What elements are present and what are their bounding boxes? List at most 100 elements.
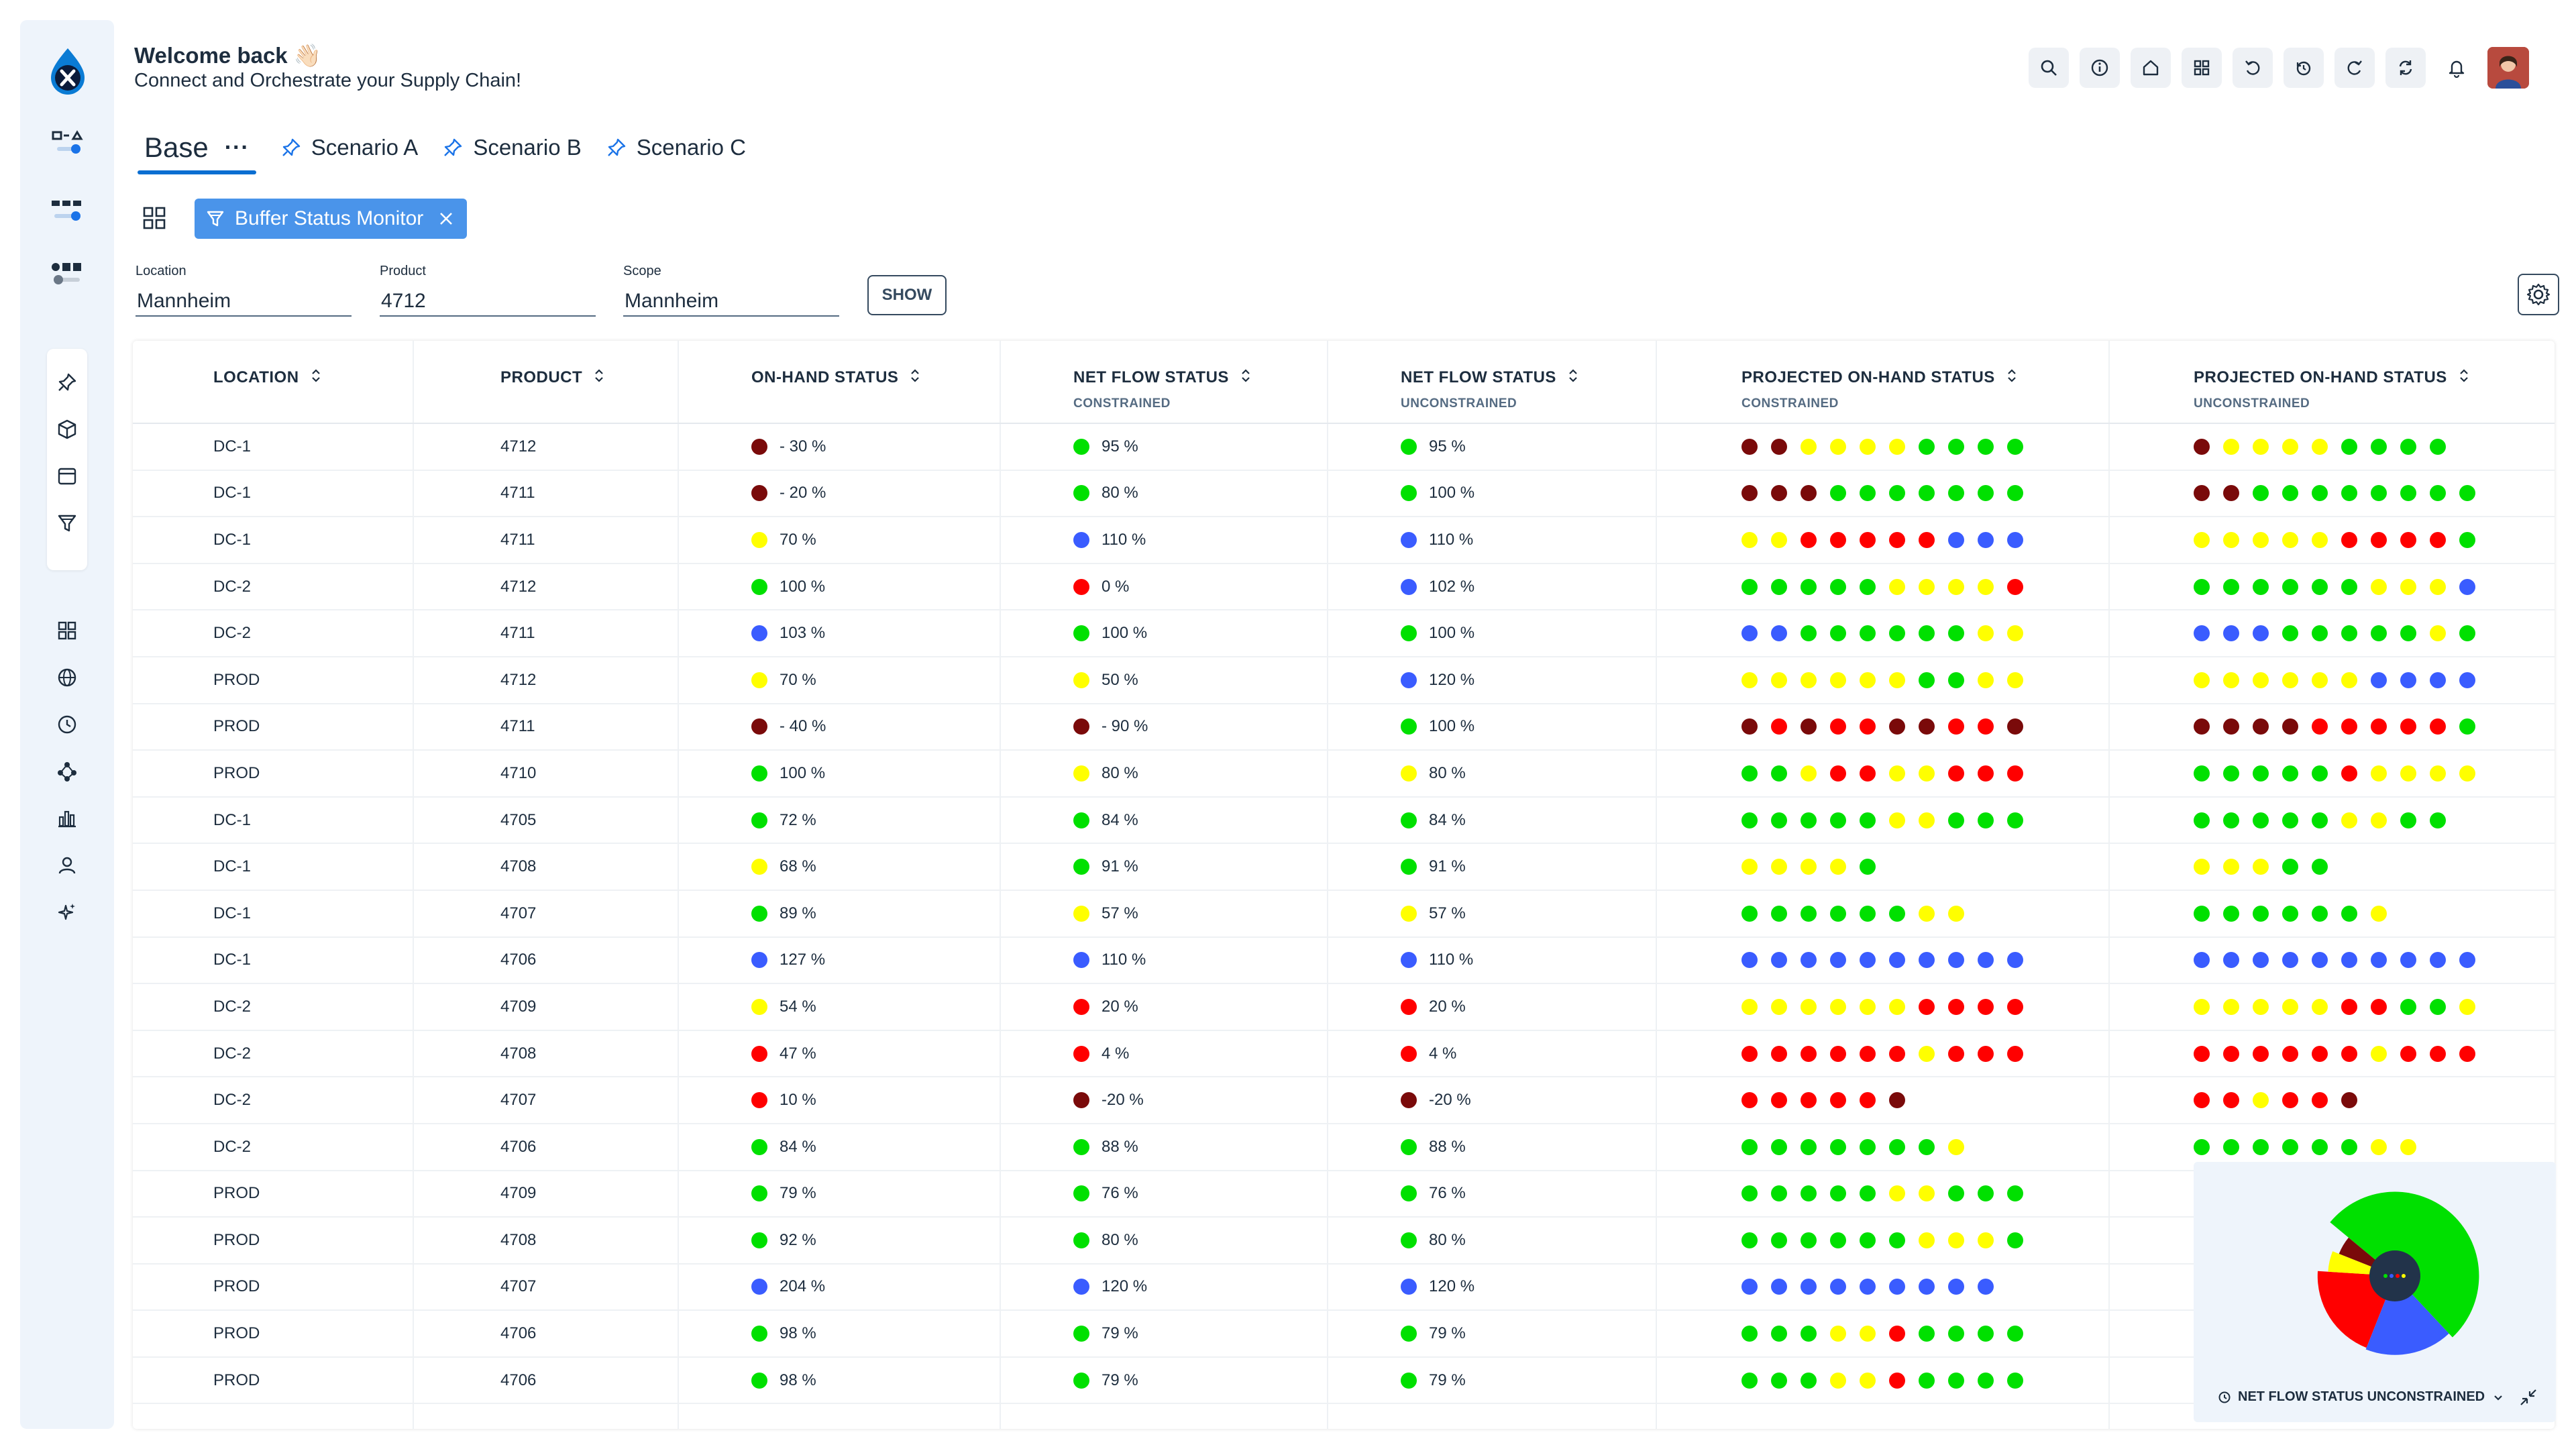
table-row[interactable]: DC-2 4712 100 % 0 % 102 % — [133, 564, 2555, 611]
tab-base[interactable]: Base ··· — [138, 121, 256, 174]
status-percent: 72 % — [780, 810, 816, 829]
table-row[interactable]: PROD 4707 204 % 120 % 120 % — [133, 1265, 2555, 1311]
history-icon[interactable] — [2284, 48, 2324, 88]
table-row[interactable]: PROD 4709 79 % 76 % 76 % — [133, 1171, 2555, 1218]
chevron-down-icon[interactable] — [2491, 1391, 2505, 1404]
projected-constrained-cell — [1741, 751, 2037, 796]
projected-constrained-cell — [1741, 471, 2037, 517]
tab-base-menu-icon[interactable]: ··· — [224, 134, 250, 160]
network-icon[interactable] — [47, 751, 87, 792]
table-row[interactable]: DC-1 4706 127 % 110 % 110 % — [133, 938, 2555, 985]
sort-icon[interactable] — [593, 368, 605, 388]
projection-dot — [1948, 812, 1964, 828]
buffer-status-chip[interactable]: Buffer Status Monitor — [195, 199, 467, 239]
bar-chart-icon[interactable] — [47, 798, 87, 839]
column-header-projected-unconstrained[interactable]: PROJECTED ON-HAND STATUS UNCONSTRAINED — [2194, 368, 2470, 411]
column-header-location[interactable]: LOCATION — [213, 368, 322, 388]
table-row[interactable]: DC-1 4712 - 30 % 95 % 95 % — [133, 424, 2555, 471]
table-row[interactable]: DC-2 4706 84 % 88 % 88 % — [133, 1124, 2555, 1171]
scope-input[interactable]: Mannheim — [623, 288, 839, 317]
sort-icon[interactable] — [909, 368, 921, 388]
table-row[interactable]: DC-2 4707 10 % -20 % -20 % — [133, 1077, 2555, 1124]
sort-icon[interactable] — [310, 368, 322, 388]
projection-dot — [1801, 1326, 1817, 1342]
projection-dot — [2341, 1045, 2357, 1062]
globe-icon[interactable] — [47, 657, 87, 698]
projection-dot — [2282, 718, 2298, 735]
netflow-constrained-cell: 80 % — [1073, 751, 1138, 796]
netflow-unconstrained-cell: 120 % — [1401, 657, 1474, 703]
pin-icon[interactable] — [47, 362, 87, 402]
table-row[interactable]: PROD 4712 70 % 50 % 120 % — [133, 657, 2555, 704]
window-icon[interactable] — [47, 456, 87, 496]
table-row[interactable]: DC-1 4711 70 % 110 % 110 % — [133, 517, 2555, 564]
table-row[interactable]: PROD 4708 92 % 80 % 80 % — [133, 1218, 2555, 1265]
table-row[interactable]: PROD 4706 98 % 79 % 79 % — [133, 1358, 2555, 1405]
projection-dot — [1948, 625, 1964, 642]
sparkle-icon[interactable] — [47, 892, 87, 932]
table-row[interactable]: PROD 4711 - 40 % - 90 % 100 % — [133, 704, 2555, 751]
app-logo[interactable] — [48, 47, 87, 95]
funnel-icon[interactable] — [47, 503, 87, 543]
table-row[interactable]: DC-1 4705 72 % 84 % 84 % — [133, 798, 2555, 845]
donut-caption[interactable]: NET FLOW STATUS UNCONSTRAINED — [2218, 1389, 2505, 1405]
table-row[interactable]: PROD 4710 100 % 80 % 80 % — [133, 751, 2555, 798]
donut-segment[interactable] — [2365, 1276, 2449, 1355]
bell-icon[interactable] — [2436, 48, 2477, 88]
undo-icon[interactable] — [2233, 48, 2273, 88]
column-header-netflow-unconstrained[interactable]: NET FLOW STATUS UNCONSTRAINED — [1401, 368, 1579, 411]
location-field[interactable]: Location Mannheim — [136, 264, 352, 317]
location-input[interactable]: Mannheim — [136, 288, 352, 317]
table-row[interactable]: PROD 4706 98 % 79 % 79 % — [133, 1311, 2555, 1358]
column-header-netflow-constrained[interactable]: NET FLOW STATUS CONSTRAINED — [1073, 368, 1252, 411]
projection-dot — [2223, 625, 2239, 642]
column-header-onhand[interactable]: ON-HAND STATUS — [751, 368, 921, 388]
home-icon[interactable] — [2131, 48, 2171, 88]
sort-icon[interactable] — [2458, 368, 2470, 388]
table-row[interactable]: DC-1 4708 68 % 91 % 91 % — [133, 844, 2555, 891]
table-row[interactable]: DC-1 4711 - 20 % 80 % 100 % — [133, 471, 2555, 518]
tab-scenario-c[interactable]: Scenario C — [606, 135, 746, 160]
table-row[interactable]: DC-2 4711 103 % 100 % 100 % — [133, 610, 2555, 657]
sort-icon[interactable] — [1567, 368, 1579, 388]
column-header-product[interactable]: PRODUCT — [500, 368, 605, 388]
grid-view-icon[interactable] — [141, 205, 168, 231]
column-header-projected-constrained[interactable]: PROJECTED ON-HAND STATUS CONSTRAINED — [1741, 368, 2018, 411]
table-row[interactable]: DC-1 4707 89 % 57 % 57 % — [133, 891, 2555, 938]
user-avatar[interactable] — [2487, 47, 2529, 89]
show-button[interactable]: SHOW — [867, 275, 947, 315]
box-icon[interactable] — [47, 409, 87, 449]
dashboard-icon[interactable] — [47, 610, 87, 651]
toggle-bars-icon[interactable] — [47, 195, 87, 235]
toggle-shapes-icon[interactable] — [47, 127, 87, 168]
projection-dot — [1801, 905, 1817, 922]
settings-button[interactable] — [2518, 274, 2559, 315]
collapse-icon[interactable] — [2518, 1387, 2538, 1407]
projection-dot — [2223, 765, 2239, 782]
projected-unconstrained-cell — [2194, 704, 2489, 750]
toggle-dots-icon[interactable] — [47, 258, 87, 299]
net-flow-donut[interactable] — [2194, 1162, 2556, 1363]
clock-icon[interactable] — [47, 704, 87, 745]
table-row[interactable]: DC-2 4709 54 % 20 % 20 % — [133, 984, 2555, 1031]
search-icon[interactable] — [2029, 48, 2069, 88]
tab-scenario-a[interactable]: Scenario A — [280, 135, 418, 160]
close-icon[interactable] — [436, 209, 456, 229]
status-dot — [751, 1372, 767, 1389]
info-icon[interactable] — [2080, 48, 2120, 88]
table-row[interactable]: DC-2 4708 47 % 4 % 4 % — [133, 1031, 2555, 1078]
tab-scenario-b[interactable]: Scenario B — [442, 135, 582, 160]
sort-icon[interactable] — [1240, 368, 1252, 388]
status-dot — [1073, 952, 1089, 969]
netflow-unconstrained-cell: -20 % — [1401, 1077, 1471, 1123]
redo-icon[interactable] — [2334, 48, 2375, 88]
apps-icon[interactable] — [2182, 48, 2222, 88]
location-cell-value: PROD — [213, 717, 260, 736]
product-input[interactable]: 4712 — [380, 288, 596, 317]
projection-dot — [2253, 998, 2269, 1015]
product-field[interactable]: Product 4712 — [380, 264, 596, 317]
sort-icon[interactable] — [2006, 368, 2018, 388]
user-icon[interactable] — [47, 845, 87, 885]
scope-field[interactable]: Scope Mannheim — [623, 264, 839, 317]
sync-icon[interactable] — [2385, 48, 2426, 88]
